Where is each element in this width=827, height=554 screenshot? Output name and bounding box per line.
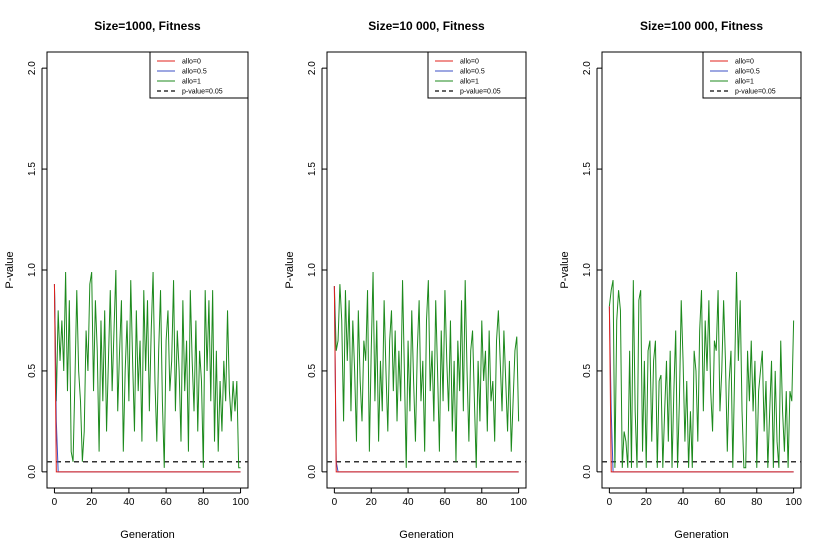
panel-title: Size=1000, Fitness <box>94 19 201 33</box>
legend: allo=0 allo=0.5 allo=1 p-value=0.05 <box>702 51 802 99</box>
y-tick-label: 2.0 <box>27 61 38 75</box>
legend-label: p-value=0.05 <box>460 89 501 96</box>
y-tick-label: 1.0 <box>582 263 593 277</box>
legend: allo=0 allo=0.5 allo=1 p-value=0.05 <box>149 51 249 99</box>
y-tick-label: 2.0 <box>582 61 593 75</box>
x-tick-label: 100 <box>785 497 802 508</box>
series-line-allo-0 <box>333 286 519 473</box>
legend-label: allo=1 <box>182 79 201 86</box>
y-axis-label: P-value <box>559 251 571 288</box>
legend-label: allo=0.5 <box>735 69 760 76</box>
x-tick-label: 60 <box>439 497 451 508</box>
x-tick-label: 20 <box>366 497 378 508</box>
legend: allo=0 allo=0.5 allo=1 p-value=0.05 <box>427 51 527 99</box>
x-tick-label: 40 <box>678 497 690 508</box>
y-axis-label: P-value <box>284 251 296 288</box>
x-tick-label: 60 <box>161 497 173 508</box>
y-tick-label: 1.5 <box>27 162 38 176</box>
y-tick-label: 2.0 <box>307 61 318 75</box>
panel-size-1000: Size=1000, Fitness P-value Generation 0 2… <box>4 19 249 541</box>
panel-size-10000: Size=10 000, Fitness P-value Generation … <box>284 19 527 541</box>
y-tick-label: 0.0 <box>307 464 318 478</box>
x-tick-label: 80 <box>476 497 488 508</box>
x-tick-label: 40 <box>403 497 415 508</box>
y-tick-label: 1.5 <box>307 162 318 176</box>
x-tick-label: 0 <box>607 497 613 508</box>
x-tick-label: 20 <box>641 497 653 508</box>
legend-label: allo=0.5 <box>182 69 207 76</box>
x-tick-label: 20 <box>86 497 98 508</box>
panel-title: Size=100 000, Fitness <box>640 19 763 33</box>
y-tick-label: 0.5 <box>582 364 593 378</box>
legend-label: allo=1 <box>735 79 754 86</box>
legend-label: allo=0 <box>460 59 479 66</box>
y-axis-label: P-value <box>4 251 16 288</box>
x-tick-label: 0 <box>52 497 58 508</box>
y-tick-label: 1.0 <box>307 263 318 277</box>
y-tick-label: 0.0 <box>27 464 38 478</box>
x-tick-label: 0 <box>332 497 338 508</box>
y-tick-label: 0.0 <box>582 464 593 478</box>
y-tick-label: 1.0 <box>27 263 38 277</box>
series-line-allo-0 <box>608 306 794 473</box>
series-line-allo-1 <box>53 269 241 469</box>
x-axis-label: Generation <box>120 529 174 541</box>
x-tick-label: 100 <box>232 497 249 508</box>
y-tick-label: 1.5 <box>582 162 593 176</box>
panel-size-100000: Size=100 000, Fitness P-value Generation… <box>559 19 802 541</box>
x-tick-label: 60 <box>714 497 726 508</box>
x-axis-label: Generation <box>399 529 453 541</box>
x-tick-label: 40 <box>123 497 135 508</box>
x-axis-label: Generation <box>674 529 728 541</box>
legend-label: allo=0.5 <box>460 69 485 76</box>
y-tick-label: 0.5 <box>307 364 318 378</box>
legend-label: p-value=0.05 <box>182 89 223 96</box>
x-tick-label: 80 <box>198 497 210 508</box>
legend-label: allo=0 <box>182 59 201 66</box>
legend-label: p-value=0.05 <box>735 89 776 96</box>
y-tick-label: 0.5 <box>27 364 38 378</box>
legend-label: allo=0 <box>735 59 754 66</box>
series-line-allo-1 <box>333 272 520 468</box>
series-line-allo-0 <box>53 284 241 473</box>
x-tick-label: 100 <box>510 497 527 508</box>
legend-label: allo=1 <box>460 79 479 86</box>
x-tick-label: 80 <box>751 497 763 508</box>
panel-title: Size=10 000, Fitness <box>368 19 485 33</box>
series-line-allo-1 <box>608 272 795 469</box>
